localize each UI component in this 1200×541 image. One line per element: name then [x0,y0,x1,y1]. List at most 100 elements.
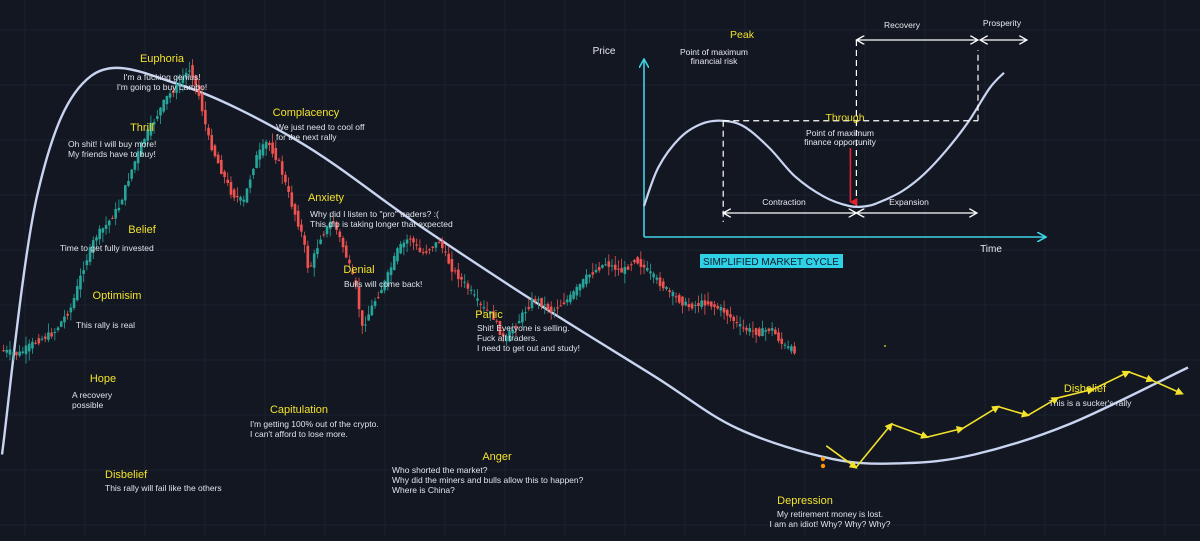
candle [373,301,377,307]
candle [473,294,476,296]
projection-arrow [1057,386,1096,399]
phase-anger: Anger Who shorted the market?Why did the … [392,451,584,495]
candle [674,296,678,298]
candle [719,306,723,311]
phase-caption: I'm getting 100% out of the crypto. [250,419,379,429]
candle [485,309,489,311]
candle [530,298,534,308]
phase-panic: Panic Shit! Everyone is selling.Fuck all … [475,309,580,353]
candle [617,268,620,270]
candle [572,291,575,299]
candle [261,144,265,156]
candle [348,259,351,264]
candle [645,267,649,271]
phase-caption: Oh shit! I will buy more! [68,139,156,149]
phase-caption: for the next rally [276,132,337,142]
candle [223,171,226,178]
candle [421,252,425,254]
candle [434,242,438,248]
candle [729,314,732,318]
candle [290,192,294,207]
candle [309,265,313,267]
candle [130,169,133,179]
candle [82,270,85,274]
candle [556,307,559,309]
candle [725,309,729,316]
candle [735,322,739,324]
candle [786,346,790,349]
candle [21,351,25,353]
candle [117,207,121,211]
phase-caption: possible [72,400,103,410]
phase-depression: Depression My retirement money is lost.I … [770,495,891,529]
candle [75,285,79,301]
candle [386,272,390,286]
candle [597,267,601,271]
cycle-curve [642,71,1005,209]
candle [649,271,652,274]
y-axis-label: Price [593,46,616,57]
sentiment-curve [0,66,1189,465]
candle [370,305,374,316]
candle [578,284,582,291]
candle [268,142,271,146]
candle [59,321,63,327]
candle [392,256,396,270]
candle [447,253,451,264]
candle [412,238,415,243]
candle [344,245,348,258]
candle [69,307,73,313]
phase-name: Panic [475,309,503,321]
phase-caption: Where is China? [392,485,455,495]
candle [511,329,515,334]
candle [588,274,591,278]
candle [85,260,89,266]
candle [123,185,127,201]
phase-caption: This rally is real [76,320,135,330]
candle [376,297,380,299]
candle [424,251,428,253]
candle [658,277,662,287]
candle [322,234,326,236]
cycle-title-bg [700,254,843,268]
phase-labels: Disbelief This rally will fail like the o… [60,53,1132,529]
candle [229,182,233,195]
candle [172,90,175,94]
candle [565,299,569,303]
candle [325,225,329,235]
candle [460,276,463,280]
candle [521,312,524,323]
candle [533,298,537,301]
candle [453,270,457,272]
candle [690,303,694,309]
phase-caption: Why did the miners and bulls allow this … [392,475,584,485]
candle [360,310,364,326]
x-axis-label: Time [980,244,1002,255]
candle [236,195,239,198]
candle [742,327,745,329]
candle [107,220,111,226]
candle [351,270,354,275]
candle [681,296,684,306]
candle [63,316,66,323]
candle [53,331,57,334]
candle [517,320,521,324]
candle [168,93,172,98]
candle [248,179,252,188]
candle [540,297,543,307]
candle [415,244,418,246]
candle [444,251,447,253]
candle [296,210,300,227]
candle [613,264,617,270]
projection-arrow [1092,370,1131,390]
prosperity-label: Prosperity [983,18,1022,28]
candle [466,283,470,289]
marker-dot [820,463,826,469]
candle [239,197,242,201]
candle [722,308,726,313]
candle [200,93,204,112]
candle [18,351,21,356]
candle [492,311,495,320]
candle [98,228,101,240]
